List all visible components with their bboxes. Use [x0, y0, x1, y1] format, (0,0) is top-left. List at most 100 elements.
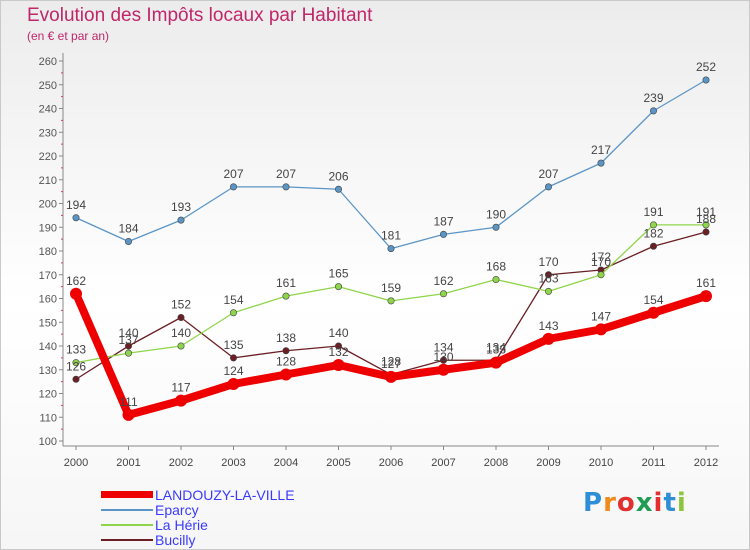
x-tick-label: 2003 [221, 457, 245, 469]
legend-swatch [101, 523, 153, 526]
x-tick-label: 2006 [379, 457, 403, 469]
data-label: 182 [643, 226, 663, 240]
data-label: 161 [276, 276, 296, 290]
data-point [595, 323, 607, 336]
data-point [387, 297, 395, 305]
data-point [544, 287, 552, 295]
data-point [544, 271, 552, 279]
legend-item: Bucilly [101, 532, 195, 548]
x-tick-label: 2011 [642, 457, 666, 469]
data-label: 140 [171, 326, 191, 340]
data-point [72, 214, 80, 222]
x-tick-label: 2000 [64, 457, 88, 469]
data-point [542, 332, 555, 345]
proxiti-logo: Proxiti [583, 488, 687, 518]
data-point [492, 223, 500, 231]
data-point [492, 275, 500, 283]
chart-title: Evolution des Impôts locaux par Habitant [27, 5, 373, 26]
data-label: 239 [643, 91, 663, 105]
data-point [70, 287, 82, 300]
data-label: 207 [223, 167, 243, 181]
data-label: 127 [381, 357, 401, 371]
data-point [175, 394, 187, 407]
data-label: 137 [118, 333, 138, 347]
data-point [230, 183, 238, 191]
data-point [700, 290, 712, 303]
data-label: 206 [328, 169, 348, 183]
data-label: 133 [66, 343, 86, 357]
data-label: 207 [276, 167, 296, 181]
data-point [230, 354, 238, 362]
data-point [387, 245, 395, 253]
y-tick-label: 120 [39, 389, 57, 401]
y-tick-label: 100 [39, 436, 57, 448]
y-tick-label: 200 [39, 199, 57, 211]
data-point [439, 290, 447, 298]
data-point [282, 183, 290, 191]
data-label: 194 [66, 198, 86, 212]
data-label: 124 [223, 364, 243, 378]
data-label: 133 [486, 343, 506, 357]
data-label: 252 [696, 60, 716, 74]
legend-swatch [101, 538, 153, 541]
data-point [227, 378, 240, 390]
data-label: 154 [223, 293, 243, 307]
x-tick-label: 2009 [536, 457, 560, 469]
data-point [122, 408, 135, 421]
y-tick-label: 240 [39, 104, 57, 116]
data-point [439, 230, 447, 238]
legend-swatch [101, 491, 153, 498]
data-point [177, 216, 185, 224]
x-tick-label: 2005 [326, 457, 350, 469]
data-point [334, 342, 342, 350]
data-point [544, 183, 552, 191]
data-label: 130 [433, 350, 453, 364]
y-tick-label: 190 [39, 222, 57, 234]
x-tick-label: 2004 [274, 457, 298, 469]
data-label: 128 [381, 355, 401, 369]
x-tick-label: 2007 [431, 457, 455, 469]
data-label: 134 [433, 340, 453, 354]
data-point [72, 359, 80, 367]
data-point [230, 309, 238, 317]
legend-swatch [101, 508, 153, 511]
series-line-1 [75, 79, 707, 250]
data-label: 163 [538, 271, 558, 285]
data-point [125, 349, 133, 357]
x-tick-label: 2012 [694, 457, 718, 469]
y-tick-label: 130 [39, 365, 57, 377]
data-point [282, 292, 290, 300]
y-tick-label: 160 [39, 294, 57, 306]
data-label: 132 [328, 345, 348, 359]
x-tick-label: 2010 [589, 457, 613, 469]
data-point [649, 107, 657, 115]
data-point [437, 363, 450, 376]
data-label: 126 [66, 359, 86, 373]
data-label: 140 [118, 326, 138, 340]
data-label: 187 [433, 214, 453, 228]
data-label: 193 [171, 200, 191, 214]
y-tick-label: 170 [39, 270, 57, 282]
x-tick-label: 2008 [484, 457, 508, 469]
data-point [72, 375, 80, 383]
data-point [649, 221, 657, 229]
legend-item: LANDOUZY-LA-VILLE [101, 487, 295, 503]
data-label: 191 [643, 205, 663, 219]
y-tick-label: 260 [39, 56, 57, 68]
y-tick-label: 140 [39, 341, 57, 353]
data-label: 165 [328, 267, 348, 281]
data-point [490, 356, 502, 369]
y-tick-label: 150 [39, 317, 57, 329]
y-tick-label: 210 [39, 175, 57, 187]
axes: 100 110 120 130 140 150 160 170 180 190 200 210 220 2… [39, 53, 719, 469]
legend-item: Eparcy [101, 502, 199, 518]
y-tick-label: 250 [39, 80, 57, 92]
data-point [334, 185, 342, 193]
y-tick-label: 220 [39, 151, 57, 163]
data-label: 191 [696, 205, 716, 219]
data-label: 170 [591, 255, 611, 269]
data-label: 168 [486, 260, 506, 274]
chart-subtitle: (en € et par an) [27, 29, 110, 43]
data-point [597, 271, 605, 279]
